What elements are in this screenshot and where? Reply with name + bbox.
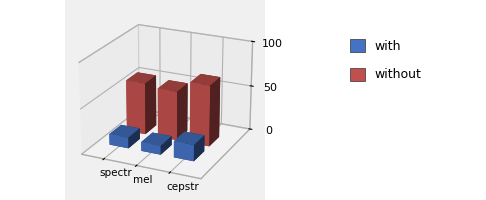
- Legend: with, without: with, without: [345, 34, 426, 86]
